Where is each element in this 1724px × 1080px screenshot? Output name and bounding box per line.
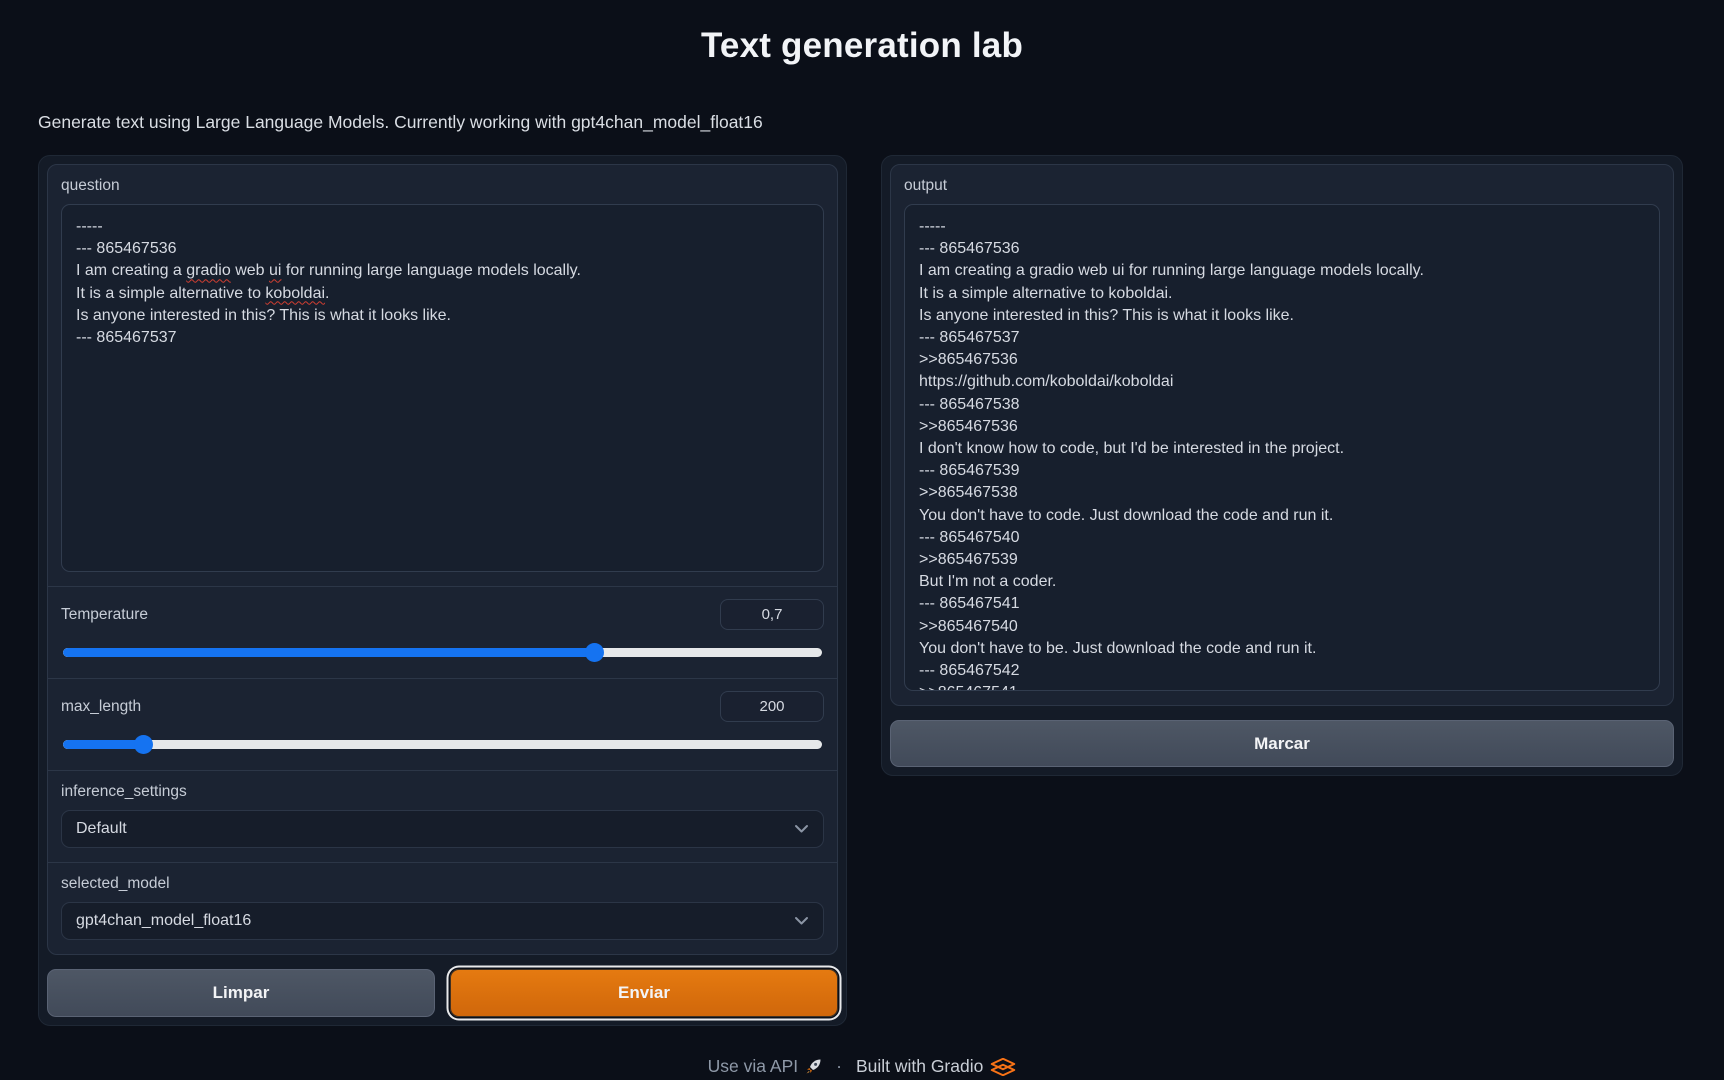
selected-model-block: selected_model gpt4chan_model_float16 [48,862,837,954]
max-length-slider-track [63,740,822,749]
output-label: output [904,177,948,194]
max-length-value-input[interactable] [720,691,824,722]
input-panel: question ----- --- 865467536 I am creati… [38,155,847,1026]
page-title: Text generation lab [700,26,1024,65]
built-with-gradio-label: Built with Gradio [855,1056,984,1076]
built-with-gradio-link[interactable]: Built with Gradio [856,1056,1016,1077]
question-textarea[interactable]: ----- --- 865467536 I am creating a grad… [61,204,824,572]
use-via-api-label: Use via API [707,1056,799,1076]
inference-settings-block: inference_settings Default [48,770,837,862]
selected-model-dropdown[interactable]: gpt4chan_model_float16 [61,902,824,940]
output-group: output ----- --- 865467536 I am creating… [890,164,1674,706]
max-length-slider-thumb[interactable] [133,735,153,754]
max-length-block: max_length [48,678,837,770]
max-length-slider[interactable] [63,734,822,754]
marcar-button[interactable]: Marcar [890,720,1674,767]
chevron-down-icon [795,825,808,833]
output-panel: output ----- --- 865467536 I am creating… [881,155,1683,776]
question-block: question ----- --- 865467536 I am creati… [48,165,837,586]
output-textarea[interactable]: ----- --- 865467536 I am creating a grad… [904,204,1660,691]
enviar-button[interactable]: Enviar [450,969,838,1017]
temperature-value-input[interactable] [720,599,824,630]
temperature-slider-track [63,648,822,657]
temperature-label: Temperature [61,605,149,623]
app-description: Generate text using Large Language Model… [38,112,763,132]
gradio-logo-icon [991,1057,1016,1076]
temperature-slider[interactable] [63,642,822,662]
question-label: question [61,177,120,194]
temperature-slider-thumb[interactable] [585,643,605,662]
temperature-slider-fill [63,648,595,657]
input-form-group: question ----- --- 865467536 I am creati… [47,164,838,955]
max-length-label: max_length [61,697,142,715]
selected-model-value: gpt4chan_model_float16 [76,912,252,929]
limpar-button[interactable]: Limpar [47,969,435,1017]
action-buttons-row: Limpar Enviar [47,969,838,1017]
rocket-icon [806,1059,821,1074]
chevron-down-icon [795,917,808,925]
max-length-slider-fill [63,740,143,749]
main-row: question ----- --- 865467536 I am creati… [0,155,1724,1026]
output-block: output ----- --- 865467536 I am creating… [891,165,1673,705]
use-via-api-link[interactable]: Use via API [708,1056,822,1077]
temperature-block: Temperature [48,586,837,678]
inference-settings-label: inference_settings [61,783,187,800]
footer-separator: · [836,1056,842,1076]
selected-model-label: selected_model [61,875,170,892]
inference-settings-value: Default [76,820,127,837]
inference-settings-dropdown[interactable]: Default [61,810,824,848]
footer: Use via API · Built with Gradio [0,1056,1724,1077]
